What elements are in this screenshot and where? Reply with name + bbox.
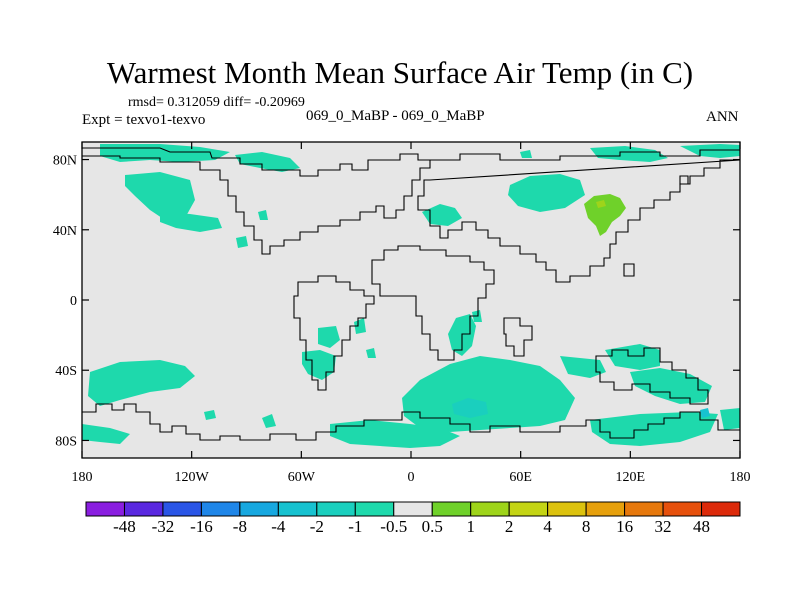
experiment-label: Expt = texvo1-texvo [82,112,206,128]
colorbar-label: 8 [582,517,591,536]
colorbar-swatch-14 [624,501,664,517]
coastline-eurasia [417,149,741,283]
x-tick-label: 120W [175,470,210,485]
south-pacific-patch-west [88,360,195,406]
colorbar-swatch-5 [277,501,318,517]
north-pacific-patch [125,172,195,220]
anomaly-core-blue [452,398,488,418]
colorbar-swatch-7 [354,501,395,517]
antarctic-edge-patch [720,408,740,430]
antarctic-patch-west [82,424,130,444]
atlantic-dot [258,210,268,220]
y-tick-label: 40N [53,224,77,239]
anomaly-core-deep [700,408,710,418]
colorbar-label: 16 [616,517,633,536]
south-ocean-patch-east [630,368,712,404]
x-tick-label: 60E [509,470,532,485]
runs-label: 069_0_MaBP - 069_0_MaBP [306,108,485,124]
x-tick-label: 180 [72,470,93,485]
south-ocean-patch-main [402,356,575,432]
south-ocean-dot [262,414,276,428]
arctic-dot [520,150,532,158]
coastline-antarctica [82,403,740,441]
stats-label: rmsd= 0.312059 diff= -0.20969 [128,95,305,110]
colorbar [85,501,741,517]
x-tick-label: 180 [730,470,751,485]
south-ocean-patch-inner [560,356,606,378]
colorbar-label: 1 [466,517,475,536]
colorbar-swatch-13 [585,501,626,517]
colorbar-label: -16 [190,517,213,536]
colorbar-swatch-2 [162,501,202,517]
coastline-north-america [82,147,431,255]
coastline-australia [595,347,709,405]
colorbar-label: 32 [655,517,672,536]
antarctic-patch-mid [330,420,460,448]
colorbar-label: -8 [233,517,247,536]
y-tick-label: 80N [53,154,77,169]
colorbar-label: -32 [152,517,175,536]
season-label: ANN [706,109,739,125]
x-axis-labels: 180 120W 60W 0 60E 120E 180 [72,470,751,485]
axis-ticks [81,142,741,458]
colorbar-swatch-3 [200,501,241,517]
colorbar-swatch-6 [316,501,356,517]
colorbar-label: -48 [113,517,136,536]
colorbar-label: -2 [310,517,324,536]
colorbar-swatch-16 [701,501,741,517]
coastline-africa [371,245,495,361]
arctic-patch-canada [235,152,300,172]
warm-anomaly-core [596,200,606,208]
colorbar-label: -4 [271,517,286,536]
arctic-patch-far-east [680,144,740,158]
coastline-asia-east [623,175,689,277]
arctic-patch-east [590,146,668,162]
south-atlantic-dot [366,348,376,358]
colorbar-labels: -48 -32 -16 -8 -4 -2 -1 -0.5 0.5 1 2 4 8 16 32 48 [113,517,710,536]
north-pacific-dot [236,236,248,248]
y-tick-label: 0 [70,294,77,309]
y-tick-label: 80S [55,434,77,449]
colorbar-swatch-11 [508,501,549,517]
x-tick-label: 0 [408,470,415,485]
colorbar-label: 48 [693,517,710,536]
map-title: Warmest Month Mean Surface Air Temp (in … [106,55,694,90]
colorbar-swatch-0 [85,501,125,517]
warm-anomaly-asia [584,194,626,236]
south-pacific-dot [204,410,216,420]
siberia-patch [508,174,585,212]
south-america-patch [318,326,340,348]
colorbar-label: -1 [348,517,362,536]
colorbar-label: 2 [505,517,514,536]
south-america-dot [354,318,366,334]
coastline-india [503,317,533,357]
x-tick-label: 60W [288,470,316,485]
colorbar-swatch-15 [662,501,703,517]
x-tick-label: 120E [616,470,646,485]
coastline-south-america [293,275,375,391]
y-axis-labels: 80N 40N 0 40S 80S [53,154,77,450]
colorbar-label: 4 [543,517,552,536]
colorbar-swatch-12 [547,501,587,517]
colorbar-label: 0.5 [422,517,443,536]
colorbar-swatch-8 [393,501,433,517]
coastlines [82,147,741,441]
colorbar-swatch-4 [239,501,279,517]
colorbar-label: -0.5 [380,517,407,536]
colorbar-swatch-10 [470,501,510,517]
north-europe-patch [422,204,462,226]
pacific-patch-small [160,212,222,232]
y-tick-label: 40S [55,364,77,379]
colorbar-swatch-1 [123,501,164,517]
colorbar-swatch-9 [431,501,472,517]
